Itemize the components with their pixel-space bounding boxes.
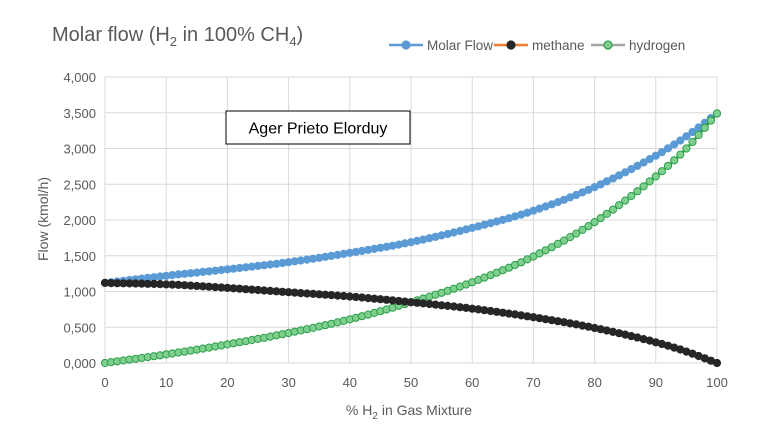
y-tick-label: 0,500 [63,320,96,335]
legend: Molar Flow methane hydrogen [389,38,685,53]
y-tick-label: 2,000 [63,213,96,228]
y-tick-label: 3,500 [63,106,96,121]
data-point [627,191,636,201]
data-point [688,137,697,147]
data-point [645,177,654,186]
x-tick-label: 90 [649,375,663,390]
data-point [663,161,673,170]
data-point [547,243,556,252]
legend-item: hydrogen [591,38,685,53]
chart-title-main: Molar flow (H [52,24,170,46]
y-tick-label: 1,000 [63,285,96,300]
y-axis-label: Flow (kmol/h) [35,177,51,261]
annotation-text: Ager Prieto Elorduy [249,121,388,138]
chart-title-end: ) [297,24,304,46]
x-axis-label-sub: 2 [372,411,378,422]
data-point [559,236,569,245]
gridlines [104,76,718,364]
data-point [670,140,679,149]
data-point [712,109,722,118]
data-point [645,155,654,164]
y-tick-label: 0,000 [63,356,96,371]
x-tick-label: 60 [465,375,479,390]
legend-item: methane [494,38,585,53]
data-point [615,201,624,210]
x-tick-label: 100 [706,375,728,390]
y-axis-tick-labels: 0,000 0,500 1,000 1,500 2,000 2,500 3,000 3,500… [63,70,96,371]
x-tick-label: 40 [343,375,357,390]
data-point [590,218,599,227]
data-point [639,158,648,167]
data-point [694,130,703,140]
legend-marker [603,40,613,50]
data-point [584,222,593,231]
data-point [633,161,642,170]
data-point [657,148,667,157]
data-point [639,182,648,191]
x-axis-label-main: % H [346,402,372,418]
x-tick-label: 10 [159,375,173,390]
data-point [670,156,679,165]
data-point [651,151,660,160]
annotation-frame [225,110,411,145]
legend-marker [506,40,516,50]
data-point [682,144,691,153]
data-point [596,214,605,223]
annotation-box: Ager Prieto Elorduy [225,110,411,145]
data-point [602,209,611,218]
chart-title-mid: in 100% CH [177,24,289,46]
x-tick-label: 70 [526,375,540,390]
y-tick-label: 3,000 [63,142,96,157]
data-point [621,196,630,205]
chart-title-sub1: 2 [170,34,177,49]
series-methane [100,278,722,368]
data-point [572,229,581,238]
data-point [682,132,691,141]
legend-item: Molar Flow [389,38,493,53]
x-tick-label: 80 [587,375,601,390]
data-point [553,239,563,248]
x-tick-label: 50 [404,375,418,390]
data-point [700,123,709,132]
data-point [566,233,575,242]
x-axis-tick-labels: 0 10 20 30 40 50 60 70 80 90 100 [101,375,727,390]
data-point [712,358,722,368]
x-axis-label: % H2 in Gas Mixture [346,402,472,422]
x-tick-label: 30 [281,375,295,390]
data-point [651,172,660,181]
y-tick-label: 4,000 [63,70,96,85]
legend-label: methane [532,38,585,53]
x-axis-label-end: in Gas Mixture [378,402,472,418]
data-point [676,150,685,159]
data-point [706,116,716,125]
legend-label: Molar Flow [427,38,493,53]
data-point [676,136,685,145]
legend-label: hydrogen [629,38,685,53]
y-tick-label: 2,500 [63,177,96,192]
x-tick-label: 0 [101,375,108,390]
data-point [578,225,587,234]
data-point [608,205,618,214]
series-hydrogen [100,109,722,368]
data-point [633,187,642,196]
chart-title: Molar flow (H2 in 100% CH4) [52,24,303,49]
chart-title-sub2: 4 [289,34,296,49]
y-tick-label: 1,500 [63,249,96,264]
data-point [657,167,667,176]
data-point [663,144,673,153]
x-tick-label: 20 [220,375,234,390]
series-layer [100,109,722,368]
legend-marker [401,40,411,50]
